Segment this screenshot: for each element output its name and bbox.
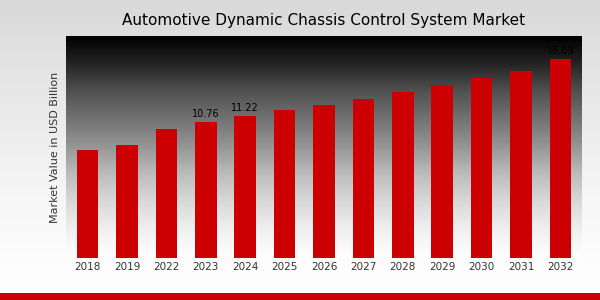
Bar <box>471 79 493 258</box>
Bar <box>116 145 138 258</box>
Text: 15.69: 15.69 <box>547 46 574 56</box>
Bar <box>313 104 335 258</box>
Bar <box>155 129 177 258</box>
Y-axis label: Market Value in USD Billion: Market Value in USD Billion <box>50 71 61 223</box>
Bar <box>195 122 217 258</box>
Bar <box>235 116 256 258</box>
Title: Automotive Dynamic Chassis Control System Market: Automotive Dynamic Chassis Control Syste… <box>122 13 526 28</box>
Bar <box>392 92 413 258</box>
Bar <box>510 71 532 258</box>
Text: 11.22: 11.22 <box>232 103 259 113</box>
Text: 10.76: 10.76 <box>192 109 220 119</box>
Bar <box>274 110 295 258</box>
Bar <box>353 99 374 258</box>
Bar <box>550 59 571 258</box>
Bar <box>431 85 453 258</box>
Bar <box>77 150 98 258</box>
